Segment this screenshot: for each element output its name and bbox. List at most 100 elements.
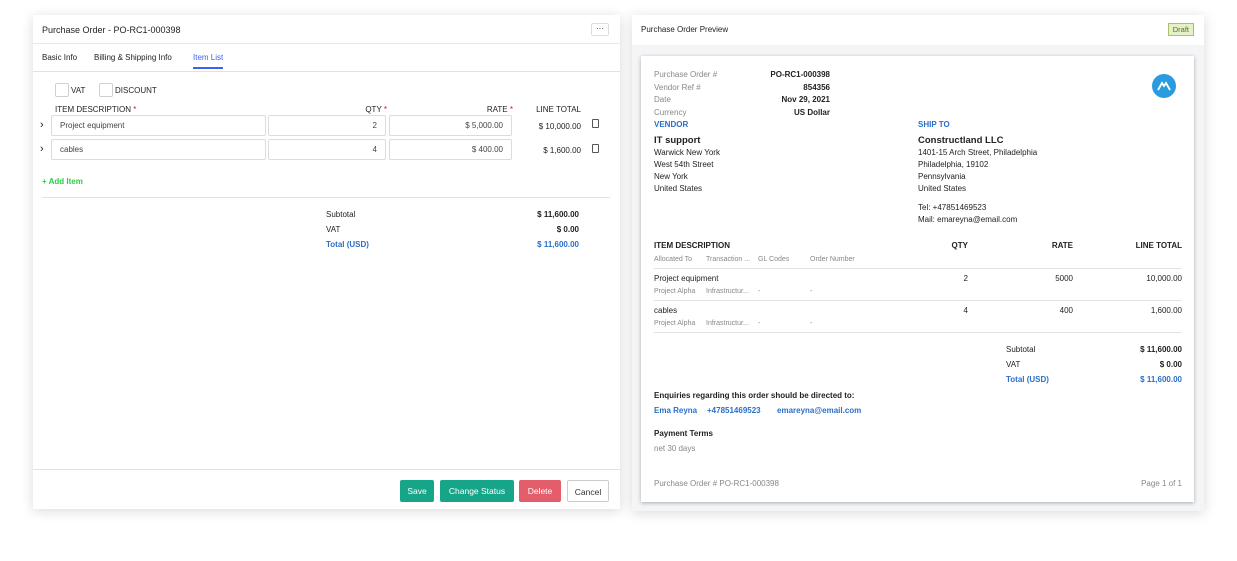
discount-checkbox[interactable] bbox=[99, 83, 113, 97]
divider bbox=[654, 332, 1182, 333]
item-transaction: Infrastructur... bbox=[706, 288, 749, 295]
item-rate: 5000 bbox=[1055, 274, 1073, 283]
trash-icon[interactable] bbox=[592, 119, 599, 128]
meta-label: Currency bbox=[654, 108, 687, 117]
divider bbox=[654, 268, 1182, 269]
ship-to-address-line: United States bbox=[918, 184, 967, 193]
change-status-button[interactable]: Change Status bbox=[440, 480, 514, 502]
subtotal-value: $ 11,600.00 bbox=[1140, 345, 1182, 354]
trash-icon[interactable] bbox=[592, 144, 599, 153]
col-item-description: ITEM DESCRIPTION bbox=[654, 241, 731, 250]
add-item-button[interactable]: + Add Item bbox=[42, 177, 83, 186]
ship-to-heading: SHIP TO bbox=[918, 120, 950, 129]
line-total: $ 10,000.00 bbox=[538, 122, 581, 131]
vendor-address-line: New York bbox=[654, 172, 688, 181]
discount-label: DISCOUNT bbox=[115, 86, 157, 95]
rate-input[interactable]: $ 5,000.00 bbox=[389, 115, 512, 136]
item-description-input[interactable]: cables bbox=[51, 139, 266, 160]
meta-label: Purchase Order # bbox=[654, 70, 718, 79]
item-gl-codes: - bbox=[758, 288, 761, 295]
vat-total-label: VAT bbox=[326, 225, 341, 234]
cancel-button[interactable]: Cancel bbox=[567, 480, 609, 502]
company-logo bbox=[1152, 74, 1176, 98]
subtotal-label: Subtotal bbox=[1006, 345, 1036, 354]
col-rate: RATE * bbox=[486, 105, 513, 114]
enquiries-heading: Enquiries regarding this order should be… bbox=[654, 391, 855, 400]
rate-input[interactable]: $ 400.00 bbox=[389, 139, 512, 160]
footer-divider bbox=[33, 469, 620, 470]
col-qty: QTY * bbox=[365, 105, 387, 114]
item-allocated-to: Project Alpha bbox=[654, 288, 696, 295]
payment-terms-value: net 30 days bbox=[654, 444, 696, 453]
item-line-total: 10,000.00 bbox=[1146, 274, 1182, 283]
item-gl-codes: - bbox=[758, 320, 761, 327]
qty-input[interactable]: 2 bbox=[268, 115, 386, 136]
total-value: $ 11,600.00 bbox=[537, 240, 579, 249]
preview-title: Purchase Order Preview bbox=[641, 25, 729, 34]
more-options-button[interactable]: ··· bbox=[591, 23, 609, 36]
meta-value: US Dollar bbox=[793, 108, 830, 117]
tabs-divider bbox=[33, 71, 620, 72]
col-allocated-to: Allocated To bbox=[654, 256, 693, 263]
contact-email[interactable]: emareyna@email.com bbox=[777, 406, 862, 415]
meta-label: Vendor Ref # bbox=[654, 83, 701, 92]
divider bbox=[654, 300, 1182, 301]
item-description: Project equipment bbox=[654, 274, 719, 283]
col-line-total: LINE TOTAL bbox=[536, 105, 581, 114]
meta-value: PO-RC1-000398 bbox=[770, 70, 830, 79]
vat-label: VAT bbox=[71, 86, 86, 95]
preview-header: Purchase Order Preview Draft bbox=[632, 15, 1204, 45]
contact-phone[interactable]: +47851469523 bbox=[707, 406, 761, 415]
col-order-number: Order Number bbox=[810, 256, 855, 263]
col-item-description: ITEM DESCRIPTION * bbox=[55, 105, 137, 114]
form-title: Purchase Order - PO-RC1-000398 bbox=[42, 25, 181, 35]
ship-to-mail: Mail: emareyna@email.com bbox=[918, 215, 1018, 224]
vat-label: VAT bbox=[1006, 360, 1021, 369]
delete-button[interactable]: Delete bbox=[519, 480, 561, 502]
col-qty: QTY bbox=[951, 241, 968, 250]
col-gl-codes: GL Codes bbox=[758, 256, 790, 263]
vendor-address-line: Warwick New York bbox=[654, 148, 720, 157]
vendor-name: IT support bbox=[654, 135, 701, 146]
meta-value: Nov 29, 2021 bbox=[781, 95, 830, 104]
footer-po-number: Purchase Order # PO-RC1-000398 bbox=[654, 479, 779, 488]
total-value: $ 11,600.00 bbox=[1140, 375, 1182, 384]
ship-to-name: Constructland LLC bbox=[918, 135, 1004, 146]
col-transaction: Transaction ... bbox=[706, 256, 751, 263]
item-transaction: Infrastructur... bbox=[706, 320, 749, 327]
item-description-input[interactable]: Project equipment bbox=[51, 115, 266, 136]
total-label: Total (USD) bbox=[326, 240, 369, 249]
item-description: cables bbox=[654, 306, 678, 315]
item-line-total: 1,600.00 bbox=[1150, 306, 1182, 315]
expand-chevron-icon[interactable]: › bbox=[40, 119, 44, 131]
line-total: $ 1,600.00 bbox=[543, 146, 581, 155]
payment-terms-heading: Payment Terms bbox=[654, 429, 713, 438]
tab-item-list[interactable]: Item List bbox=[193, 53, 224, 69]
vat-value: $ 0.00 bbox=[556, 225, 579, 234]
col-rate: RATE bbox=[1051, 241, 1073, 250]
item-rate: 400 bbox=[1059, 306, 1073, 315]
meta-value: 854356 bbox=[803, 83, 830, 92]
form-header: Purchase Order - PO-RC1-000398 ··· bbox=[33, 15, 620, 44]
item-order-number: - bbox=[810, 288, 813, 295]
tab-billing-shipping[interactable]: Billing & Shipping Info bbox=[94, 53, 172, 62]
ship-to-tel: Tel: +47851469523 bbox=[918, 203, 987, 212]
item-qty: 4 bbox=[963, 306, 968, 315]
document-page: Purchase Order # PO-RC1-000398 Vendor Re… bbox=[641, 56, 1194, 502]
vat-checkbox[interactable] bbox=[55, 83, 69, 97]
tab-basic-info[interactable]: Basic Info bbox=[42, 53, 78, 62]
total-label: Total (USD) bbox=[1006, 375, 1049, 384]
purchase-order-form: Purchase Order - PO-RC1-000398 ··· Basic… bbox=[33, 15, 620, 509]
ship-to-address-line: Philadelphia, 19102 bbox=[918, 160, 989, 169]
item-qty: 2 bbox=[963, 274, 968, 283]
save-button[interactable]: Save bbox=[400, 480, 434, 502]
qty-input[interactable]: 4 bbox=[268, 139, 386, 160]
subtotal-value: $ 11,600.00 bbox=[537, 210, 579, 219]
item-allocated-to: Project Alpha bbox=[654, 320, 696, 327]
divider bbox=[42, 197, 610, 198]
expand-chevron-icon[interactable]: › bbox=[40, 143, 44, 155]
subtotal-label: Subtotal bbox=[326, 210, 356, 219]
status-badge: Draft bbox=[1167, 23, 1194, 36]
meta-label: Date bbox=[654, 95, 671, 104]
ship-to-address-line: Pennsylvania bbox=[918, 172, 966, 181]
